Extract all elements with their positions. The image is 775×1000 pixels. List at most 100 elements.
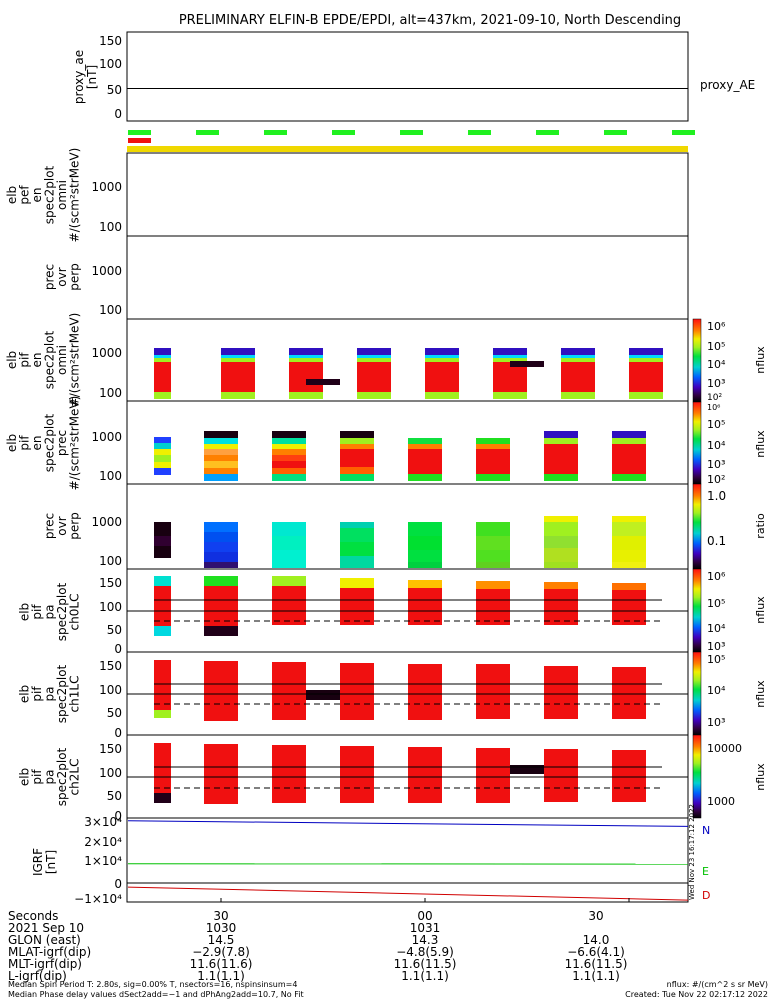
ylabel-line: omni [55, 180, 69, 210]
cbar-tick: 10² [707, 393, 722, 403]
ylabel-line: prec [55, 430, 69, 456]
footer-row-value: 14.5 [208, 933, 235, 947]
footer-row-value: 1031 [410, 921, 441, 935]
heatmap-cell [629, 355, 663, 358]
footer-row-label: MLT-igrf(dip) [8, 957, 82, 971]
heatmap-cell [154, 437, 171, 443]
footer-row-value: 1.1(1.1) [572, 969, 620, 983]
footer-row-value: 11.6(11.6) [190, 957, 253, 971]
cbar-label: nflux [754, 346, 767, 374]
cbar-label: nflux [754, 763, 767, 791]
heatmap-cell [408, 550, 442, 562]
status-segment-green [400, 130, 423, 135]
heatmap-cell [408, 664, 442, 720]
cbar-label: nflux [754, 430, 767, 458]
heatmap-cell [612, 431, 646, 438]
heatmap-cell [425, 355, 459, 358]
heatmap-cell [357, 355, 391, 358]
heatmap-cell [612, 562, 646, 568]
cbar-tick: 10³ [707, 458, 725, 471]
cbar-tick: 10⁶ [707, 570, 726, 583]
heatmap-cell [340, 449, 374, 467]
heatmap-cell [221, 362, 255, 392]
panel-pef-omni: 1000 100 elbpefenspec2plotomni#/(scm²str… [5, 148, 689, 242]
heatmap-cell [493, 355, 527, 358]
ylabel-line: #/(scm²strMeV) [68, 313, 82, 408]
heatmap-cell [154, 449, 171, 455]
heatmap-cell [154, 793, 171, 803]
heatmap-cell [357, 348, 391, 355]
ytick: 100 [99, 303, 122, 317]
heatmap-cell [425, 358, 459, 362]
heatmap-cell [561, 348, 595, 355]
heatmap-cell [154, 468, 171, 475]
heatmap-cell [204, 522, 238, 532]
heatmap-cell [476, 748, 510, 803]
heatmap-cell [544, 749, 578, 802]
cbar-tick: 10000 [707, 742, 742, 755]
ytick: 100 [99, 220, 122, 234]
heatmap-cell [510, 765, 544, 774]
footer-row-value: 1030 [206, 921, 237, 935]
heatmap-cell [425, 362, 459, 392]
footer-row-value: 1.1(1.1) [401, 969, 449, 983]
heatmap-cell [510, 361, 544, 367]
footer-note-phase: Median Phase delay values dSect2add=−1 a… [8, 990, 304, 999]
heatmap-cell [154, 536, 171, 546]
ytick: 1000 [91, 264, 122, 278]
footer-units: nflux: #/(cm^2 s sr MeV) [667, 980, 768, 989]
footer-row-value: 30 [213, 909, 228, 923]
heatmap-cell [340, 438, 374, 444]
figure-title: PRELIMINARY ELFIN-B EPDE/EPDI, alt=437km… [179, 13, 681, 28]
ylabel-line: ch2LC [68, 759, 82, 796]
igrf-legend-n: N [702, 824, 710, 837]
heatmap-cell [204, 449, 238, 455]
heatmap-cell [272, 455, 306, 461]
cbar-tick: 10⁴ [707, 684, 726, 697]
ytick: 1000 [91, 180, 122, 194]
ylabel-line: en [30, 188, 44, 203]
heatmap-cell [272, 522, 306, 536]
cbar-tick: 1000 [707, 795, 735, 808]
heatmap-cell [612, 750, 646, 802]
heatmap-cell [272, 745, 306, 803]
igrf-legend-d: D [702, 889, 710, 902]
cbar-tick: 10⁴ [707, 358, 726, 371]
heatmap-cell [340, 588, 374, 625]
heatmap-cell [476, 474, 510, 481]
status-segment-green [536, 130, 559, 135]
heatmap-cell [272, 474, 306, 481]
ytick: 3×10⁴ [84, 815, 122, 829]
heatmap-cell [272, 444, 306, 449]
ylabel-line: elb [18, 603, 32, 621]
heatmap-cell [340, 556, 374, 568]
heatmap-cell [204, 438, 238, 444]
heatmap-cell [408, 449, 442, 474]
ytick: 50 [107, 706, 122, 720]
ylabel-line: pa [43, 770, 57, 785]
footer-row-label: L-igrf(dip) [8, 969, 67, 983]
heatmap-cell [340, 528, 374, 542]
ylabel-unit: [nT] [85, 65, 99, 89]
cbar-tick: 10³ [707, 377, 725, 390]
ylabel: proxy_ae [72, 50, 86, 104]
heatmap-cell [357, 358, 391, 362]
heatmap-cell [476, 522, 510, 536]
heatmap-cell [544, 562, 578, 568]
footer-created: Created: Tue Nov 22 02:17:12 2022 [625, 990, 768, 999]
ylabel-line: elb [5, 351, 19, 369]
footer-row-value: 14.0 [583, 933, 610, 947]
heatmap-cell [340, 578, 374, 588]
status-segment-green [128, 130, 151, 135]
ylabel-line: pif [18, 435, 32, 451]
heatmap-cell [612, 667, 646, 719]
heatmap-cell [272, 586, 306, 625]
ylabel-line: perp [68, 512, 82, 540]
ylabel-line: pef [18, 185, 32, 205]
ytick: 150 [99, 34, 122, 48]
heatmap-cell [272, 449, 306, 455]
